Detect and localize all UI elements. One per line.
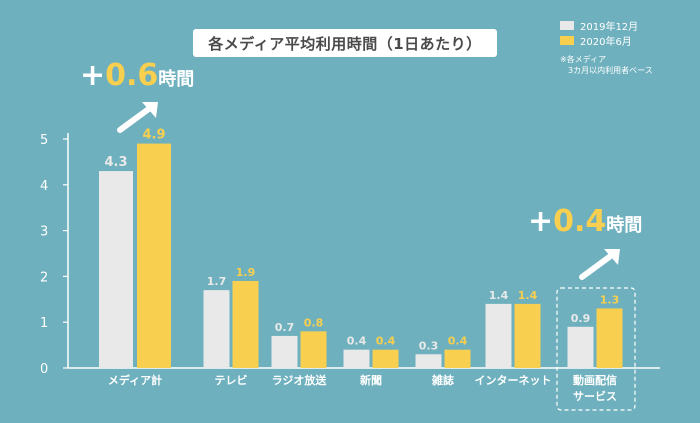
bar-value-label: 1.7: [207, 275, 227, 288]
bar-value-label: 0.8: [304, 316, 324, 329]
y-tick-label: 1: [40, 316, 48, 331]
bar-value-label: 0.4: [376, 335, 396, 348]
y-tick-label: 5: [40, 133, 48, 148]
bar-value-label: 4.3: [104, 155, 127, 170]
y-tick-label: 2: [40, 270, 48, 285]
category-label: 動画配信: [573, 373, 617, 387]
bar-value-label: 1.3: [600, 293, 620, 306]
callout-media-total: +0.6時間: [80, 58, 194, 93]
bar-2020: [232, 280, 259, 368]
category-label: テレビ: [215, 373, 248, 387]
y-tick-label: 3: [40, 225, 48, 240]
footnote: ※各メディア 3カ月以内利用者ベース: [560, 55, 653, 75]
legend-label-2019: 2019年12月: [580, 22, 639, 33]
bar-value-label: 1.9: [236, 266, 256, 279]
callout-plus: +: [80, 58, 106, 93]
bar-value-label: 1.4: [518, 289, 538, 302]
bar-2019: [343, 349, 370, 368]
bar-2020: [444, 349, 471, 368]
chart-title: 各メディア平均利用時間（1日あたり）: [193, 29, 497, 57]
bar-2020: [514, 303, 541, 368]
category-label: ラジオ放送: [272, 373, 328, 387]
bar-2019: [271, 335, 298, 368]
bar-2020: [300, 331, 327, 368]
bar-2020: [596, 308, 623, 368]
arrow-up-right-icon: [579, 249, 620, 280]
bar-2019: [485, 303, 512, 368]
bar-value-label: 1.4: [489, 289, 509, 302]
bar-value-label: 4.9: [142, 128, 165, 143]
bar-2019: [415, 354, 442, 368]
legend-item-2020: 2020年6月: [560, 33, 638, 48]
callout-unit: 時間: [606, 215, 643, 236]
callout-video-streaming: +0.4時間: [528, 204, 642, 239]
bar-value-label: 0.7: [275, 321, 295, 334]
legend-swatch-2020: [560, 36, 574, 45]
bar-2020: [137, 143, 171, 368]
y-tick-label: 4: [40, 179, 48, 194]
category-label: サービス: [573, 389, 617, 403]
callout-plus: +: [528, 204, 554, 239]
y-tick-label: 0: [40, 362, 48, 377]
callout-unit: 時間: [158, 69, 195, 90]
highlight-box: [556, 287, 636, 411]
bar-value-label: 0.3: [419, 339, 439, 352]
bar-2019: [99, 171, 133, 368]
category-label: 新聞: [360, 373, 382, 387]
arrow-up-right-icon: [117, 102, 158, 133]
legend-label-2020: 2020年6月: [580, 37, 632, 48]
bar-value-label: 0.9: [571, 312, 591, 325]
legend-item-2019: 2019年12月: [560, 18, 638, 33]
bar-value-label: 0.4: [347, 335, 367, 348]
category-label: メディア計: [108, 373, 162, 387]
callout-value: 0.4: [553, 204, 607, 239]
category-label: 雑誌: [431, 373, 454, 387]
legend-swatch-2019: [560, 21, 574, 30]
category-label: インターネット: [475, 374, 552, 387]
bar-2020: [372, 349, 399, 368]
bar-2019: [567, 326, 594, 368]
bar-2019: [203, 290, 230, 368]
legend: 2019年12月 2020年6月: [560, 18, 638, 48]
bar-value-label: 0.4: [448, 335, 468, 348]
callout-value: 0.6: [105, 58, 159, 93]
